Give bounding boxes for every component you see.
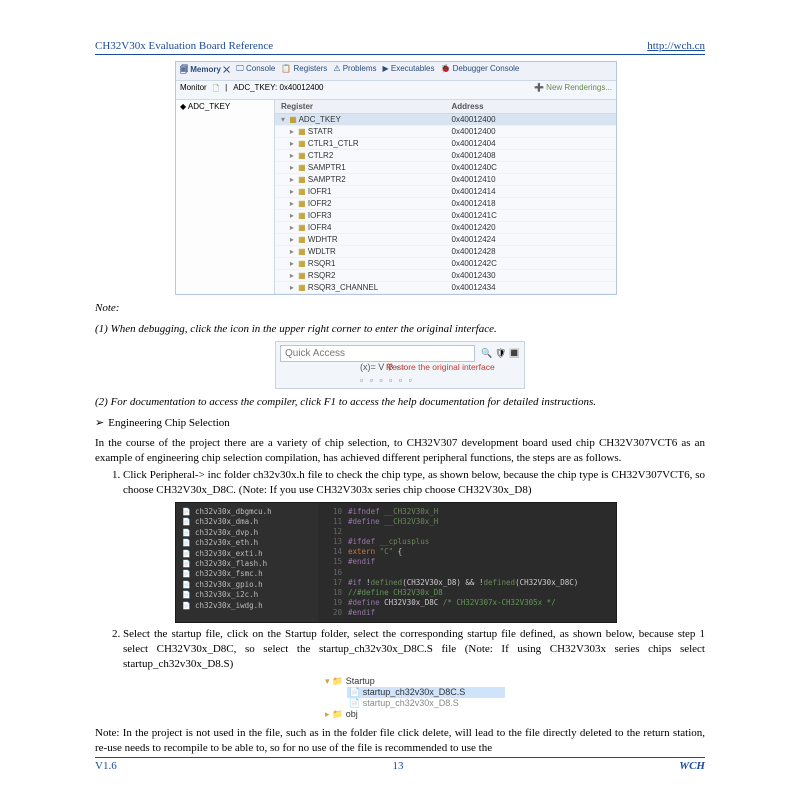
startup-folder[interactable]: Startup xyxy=(325,676,505,687)
restore-label: Restore the original interface xyxy=(386,362,495,372)
code-line: 20#endif xyxy=(324,608,610,618)
grid-header-register: Register xyxy=(275,100,446,114)
code-line: 12 xyxy=(324,527,610,537)
code-tree-file[interactable]: ch32v30x_fsmc.h xyxy=(182,569,312,579)
section-title: Engineering Chip Selection xyxy=(108,417,230,429)
code-line: 17#if !defined(CH32V30x_D8) && !defined(… xyxy=(324,578,610,588)
debugger-tab[interactable]: 🗐 Memory ✕ xyxy=(180,64,230,78)
footer-page: 13 xyxy=(393,760,404,772)
new-renderings[interactable]: ➕ New Renderings... xyxy=(534,83,612,97)
code-tree-file[interactable]: ch32v30x_exti.h xyxy=(182,549,312,559)
code-editor: 10#ifndef __CH32V30x_H11#define __CH32V3… xyxy=(318,503,616,622)
bottom-note: Note: In the project is not used in the … xyxy=(95,726,705,756)
section-intro: In the course of the project there are a… xyxy=(95,436,705,466)
monitor-value: ADC_TKEY: 0x40012400 xyxy=(233,83,323,97)
code-tree-file[interactable]: ch32v30x_gpio.h xyxy=(182,580,312,590)
code-tree-file[interactable]: ch32v30x_dvp.h xyxy=(182,528,312,538)
debugger-tab[interactable]: 🖵 Console xyxy=(236,64,275,78)
register-row[interactable]: ▸ ▦ CTLR20x40012408 xyxy=(275,150,616,162)
register-row[interactable]: ▸ ▦ RSQR3_CHANNEL0x40012434 xyxy=(275,282,616,294)
debugger-tab[interactable]: 🐞 Debugger Console xyxy=(440,64,519,78)
register-row[interactable]: ▾ ▦ ADC_TKEY0x40012400 xyxy=(275,114,616,126)
code-tree-file[interactable]: ch32v30x_eth.h xyxy=(182,538,312,548)
register-row[interactable]: ▸ ▦ IOFR30x4001241C xyxy=(275,210,616,222)
debugger-window: 🗐 Memory ✕ 🖵 Console 📋 Registers ⚠ Problems… xyxy=(175,61,617,295)
qa-icons-1[interactable]: 🔍 🛡 🔳 xyxy=(481,348,520,359)
code-line: 13#ifdef __cplusplus xyxy=(324,537,610,547)
page-footer: V1.6 13 WCH xyxy=(95,757,705,772)
section-heading: ➢Engineering Chip Selection xyxy=(95,416,705,431)
register-row[interactable]: ▸ ▦ WDLTR0x40012428 xyxy=(275,246,616,258)
code-line: 10#ifndef __CH32V30x_H xyxy=(324,507,610,517)
debugger-monitor-bar: Monitor 🗋 | ADC_TKEY: 0x40012400 ➕ New R… xyxy=(176,81,616,100)
debugger-tree: ◆ ADC_TKEY xyxy=(176,100,275,294)
code-tree-file[interactable]: ch32v30x_dbgmcu.h xyxy=(182,507,312,517)
code-tree-file[interactable]: ch32v30x_i2c.h xyxy=(182,590,312,600)
debugger-tab[interactable]: 📋 Registers xyxy=(281,64,327,78)
obj-folder[interactable]: obj xyxy=(325,709,505,720)
register-row[interactable]: ▸ ▦ IOFR20x40012418 xyxy=(275,198,616,210)
grid-header-address: Address xyxy=(446,100,617,114)
startup-file-selected[interactable]: startup_ch32v30x_D8C.S xyxy=(347,687,505,698)
debugger-tab[interactable]: ▶ Executables xyxy=(383,64,435,78)
register-row[interactable]: ▸ ▦ SAMPTR20x40012410 xyxy=(275,174,616,186)
page-header: CH32V30x Evaluation Board Reference http… xyxy=(95,40,705,55)
footer-logo: WCH xyxy=(679,760,705,772)
register-row[interactable]: ▸ ▦ CTLR1_CTLR0x40012404 xyxy=(275,138,616,150)
register-row[interactable]: ▸ ▦ RSQR20x40012430 xyxy=(275,270,616,282)
code-line: 18//#define CH32V30x_D8 xyxy=(324,588,610,598)
tree-item[interactable]: ◆ ADC_TKEY xyxy=(180,102,270,111)
register-row[interactable]: ▸ ▦ IOFR10x40012414 xyxy=(275,186,616,198)
debugger-tabs: 🗐 Memory ✕ 🖵 Console 📋 Registers ⚠ Problems… xyxy=(176,62,616,81)
step-1: Click Peripheral-> inc folder ch32v30x.h… xyxy=(123,468,705,498)
code-file-tree: ch32v30x_dbgmcu.hch32v30x_dma.hch32v30x_… xyxy=(176,503,318,622)
register-row[interactable]: ▸ ▦ STATR0x40012400 xyxy=(275,126,616,138)
code-tree-file[interactable]: ch32v30x_dma.h xyxy=(182,517,312,527)
code-tree-file[interactable]: ch32v30x_iwdg.h xyxy=(182,601,312,611)
register-grid: Register Address ▾ ▦ ADC_TKEY0x40012400 … xyxy=(275,100,616,294)
register-row[interactable]: ▸ ▦ SAMPTR10x4001240C xyxy=(275,162,616,174)
register-row[interactable]: ▸ ▦ RSQR10x4001242C xyxy=(275,258,616,270)
code-line: 19#define CH32V30x_D8C /* CH32V307x-CH32… xyxy=(324,598,610,608)
header-title: CH32V30x Evaluation Board Reference xyxy=(95,40,273,52)
note-2: (2) For documentation to access the comp… xyxy=(95,395,705,410)
footer-version: V1.6 xyxy=(95,760,117,772)
code-line: 15#endif xyxy=(324,557,610,567)
register-row[interactable]: ▸ ▦ IOFR40x40012420 xyxy=(275,222,616,234)
register-row[interactable]: ▸ ▦ WDHTR0x40012424 xyxy=(275,234,616,246)
quick-access-mock: Quick Access 🔍 🛡 🔳 (x)= V 𝔓 ▫ ▫ Restore … xyxy=(275,341,525,389)
step-2: Select the startup file, click on the St… xyxy=(123,627,705,672)
code-tree-file[interactable]: ch32v30x_flash.h xyxy=(182,559,312,569)
note-label: Note: xyxy=(95,301,705,316)
code-screenshot: ch32v30x_dbgmcu.hch32v30x_dma.hch32v30x_… xyxy=(175,502,617,623)
code-line: 14extern "C" { xyxy=(324,547,610,557)
code-line: 11#define __CH32V30x_H xyxy=(324,517,610,527)
note-1: (1) When debugging, click the icon in th… xyxy=(95,322,705,337)
debugger-tab[interactable]: ⚠ Problems xyxy=(333,64,376,78)
code-line: 16 xyxy=(324,568,610,578)
startup-file-dim[interactable]: startup_ch32v30x_D8.S xyxy=(347,698,505,709)
quick-access-input[interactable]: Quick Access xyxy=(280,345,475,362)
monitor-label: Monitor xyxy=(180,83,207,97)
header-url[interactable]: http://wch.cn xyxy=(647,40,705,52)
qa-icons-3: ▫ ▫ ▫ ▫ ▫ ▫ xyxy=(280,375,520,385)
startup-tree: Startup startup_ch32v30x_D8C.S startup_c… xyxy=(325,676,505,720)
